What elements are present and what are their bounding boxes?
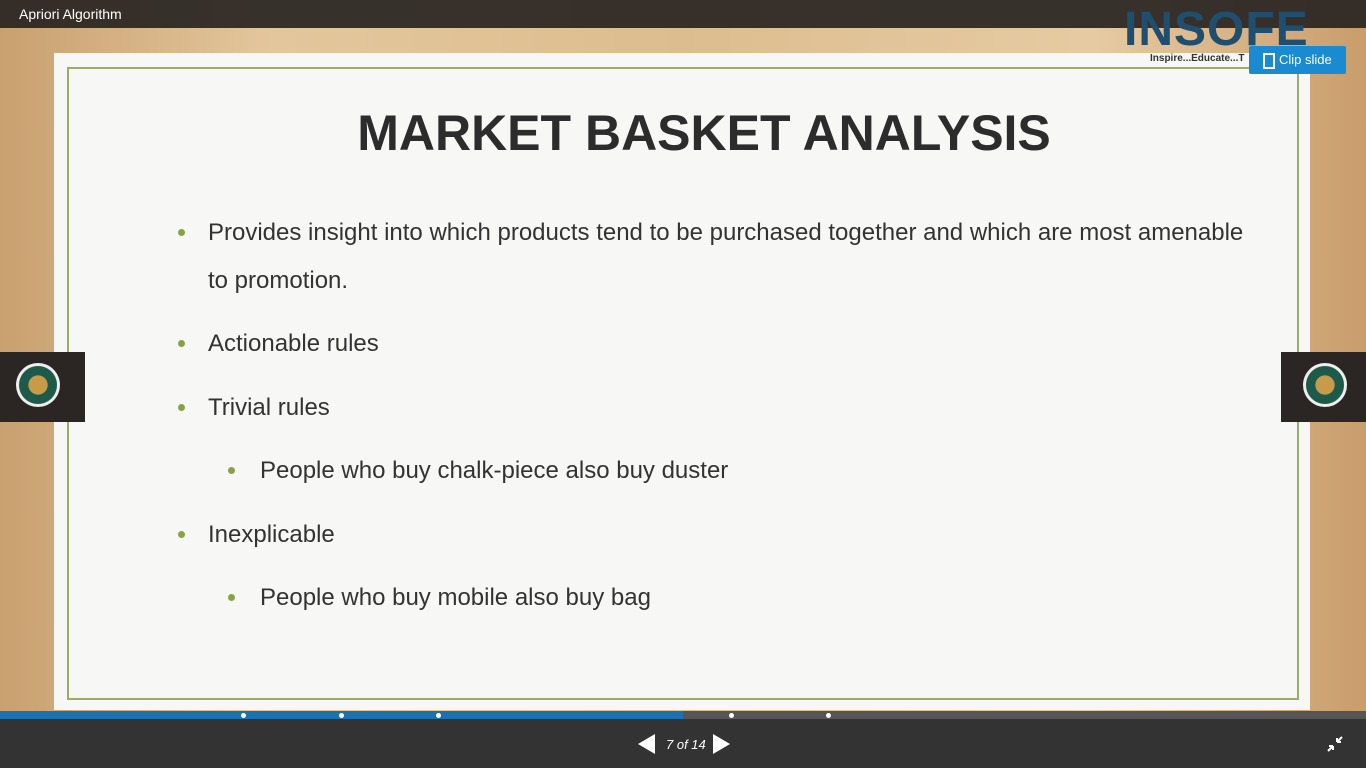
progress-dot	[729, 713, 734, 718]
bullet: People who buy mobile also buy bag	[228, 574, 1250, 622]
top-bar: Apriori Algorithm	[0, 0, 1366, 28]
prev-button[interactable]	[638, 734, 655, 754]
bullet: Actionable rules	[178, 320, 1248, 368]
logo-tagline: Inspire...Educate...T	[1150, 53, 1245, 64]
next-button[interactable]	[713, 734, 730, 754]
side-tab-left[interactable]	[0, 352, 85, 422]
progress-dot	[826, 713, 831, 718]
clip-slide-button[interactable]: Clip slide	[1249, 46, 1346, 74]
bullet: People who buy chalk-piece also buy dust…	[228, 447, 1250, 495]
progress-dot	[339, 713, 344, 718]
slide-counter: 7 of 14	[666, 737, 706, 752]
progress-track[interactable]	[0, 711, 1366, 719]
bullet: Trivial rules	[178, 384, 1248, 432]
slide	[54, 53, 1310, 710]
presentation-title: Apriori Algorithm	[19, 6, 122, 22]
exit-fullscreen-button[interactable]	[1327, 736, 1343, 752]
seal	[1303, 363, 1347, 407]
side-tab-right[interactable]	[1281, 352, 1366, 422]
slide-title: MARKET BASKET ANALYSIS	[357, 105, 1051, 161]
bullet: Provides insight into which products ten…	[178, 209, 1248, 305]
bullet: Inexplicable	[178, 511, 1248, 559]
progress-dot	[241, 713, 246, 718]
seal	[16, 363, 60, 407]
progress-dot	[436, 713, 441, 718]
bottom-bar	[0, 711, 1366, 768]
